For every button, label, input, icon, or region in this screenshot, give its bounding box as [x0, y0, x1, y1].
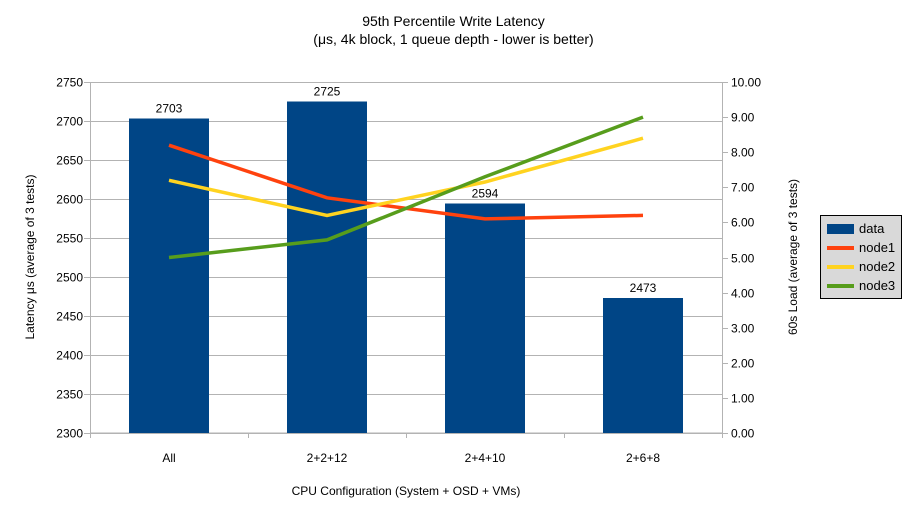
x-category-label: All: [162, 451, 175, 465]
legend-label-data: data: [859, 221, 885, 236]
bar-2+2+12: [287, 101, 367, 433]
bar-All: [129, 118, 209, 433]
line-node3: [168, 115, 644, 260]
legend-item-data: data: [827, 222, 901, 235]
left-axis-tick-label: 2300: [56, 427, 83, 441]
right-axis-tick-label: 4.00: [731, 287, 755, 301]
right-axis-tick-label: 10.00: [731, 76, 761, 90]
right-axis-tick-label: 0.00: [731, 427, 755, 441]
bar-2+6+8: [603, 298, 683, 433]
left-axis-tick-label: 2350: [56, 388, 83, 402]
right-axis-title: 60s Load (average of 3 tests): [786, 178, 800, 336]
x-category-label: 2+2+12: [307, 451, 348, 465]
left-axis-tick-label: 2500: [56, 271, 83, 285]
right-axis-tick-label: 5.00: [731, 252, 755, 266]
right-axis-tick-label: 8.00: [731, 146, 755, 160]
left-axis-tick-label: 2700: [56, 115, 83, 129]
legend-item-node3: node3: [827, 279, 901, 292]
bar-value-label: 2594: [472, 187, 499, 201]
left-axis-tick-label: 2550: [56, 232, 83, 246]
legend-label-node2: node2: [859, 259, 896, 274]
left-axis-tick-label: 2750: [56, 76, 83, 90]
chart-title-line2: (μs, 4k block, 1 queue depth - lower is …: [313, 31, 594, 47]
left-axis-tick-label: 2450: [56, 310, 83, 324]
x-category-label: 2+4+10: [465, 451, 506, 465]
right-axis-tick-label: 2.00: [731, 357, 755, 371]
legend-item-node2: node2: [827, 260, 901, 273]
legend-label-node1: node1: [859, 240, 896, 255]
legend-swatch-node1: [827, 245, 854, 250]
x-category-label: 2+6+8: [626, 451, 660, 465]
x-axis-title: CPU Configuration (System + OSD + VMs): [292, 484, 521, 498]
bar-value-label: 2725: [314, 85, 341, 99]
bar-value-label: 2703: [156, 102, 183, 116]
left-axis-title: Latency μs (average of 3 tests): [23, 174, 37, 340]
legend-swatch-node2: [827, 264, 854, 269]
right-axis-tick-label: 9.00: [731, 111, 755, 125]
bar-value-label: 2473: [630, 281, 657, 295]
left-axis-tick-label: 2400: [56, 349, 83, 363]
legend: data node1 node2 node3: [820, 215, 902, 299]
right-axis-tick-label: 7.00: [731, 181, 755, 195]
left-axis-tick-label: 2600: [56, 193, 83, 207]
line-node2: [168, 136, 644, 218]
right-axis-tick-label: 1.00: [731, 392, 755, 406]
chart-title-line1: 95th Percentile Write Latency: [362, 13, 545, 29]
right-axis-tick-label: 3.00: [731, 322, 755, 336]
left-axis-tick-label: 2650: [56, 154, 83, 168]
legend-item-node1: node1: [827, 241, 901, 254]
chart-title: 95th Percentile Write Latency (μs, 4k bl…: [0, 12, 907, 48]
bar-2+4+10: [445, 203, 525, 433]
legend-label-node3: node3: [859, 278, 896, 293]
legend-swatch-data: [827, 223, 854, 234]
legend-swatch-node3: [827, 283, 854, 288]
right-axis-tick-label: 6.00: [731, 216, 755, 230]
